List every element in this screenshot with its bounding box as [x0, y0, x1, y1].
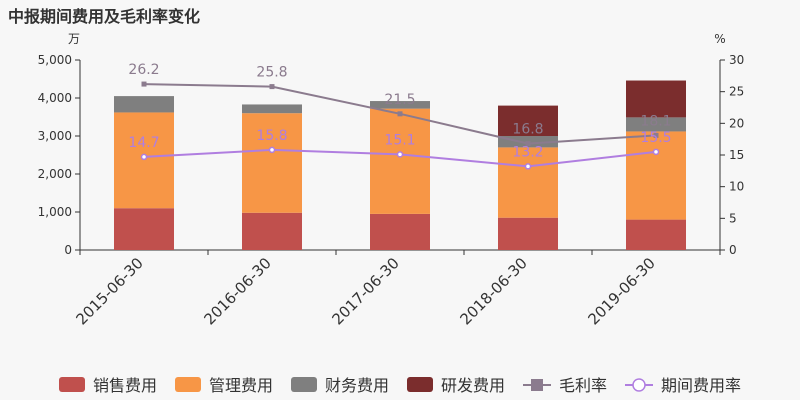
legend-swatch-研发费用	[407, 377, 433, 392]
legend-marker-毛利率	[531, 379, 543, 391]
data-label-毛利率: 25.8	[256, 65, 287, 81]
data-label-毛利率: 26.2	[128, 62, 159, 78]
legend-label-研发费用: 研发费用	[441, 376, 505, 395]
bar-研发费用	[498, 105, 558, 136]
left-axis-tick-label: 5,000	[38, 53, 72, 67]
x-axis-tick-label: 2017-06-30	[328, 254, 402, 328]
bar-研发费用	[626, 80, 686, 118]
legend-label-管理费用: 管理费用	[209, 376, 273, 395]
right-axis-tick-label: 25	[729, 85, 744, 99]
x-axis-tick-label: 2018-06-30	[456, 254, 530, 328]
data-label-毛利率: 18.1	[640, 113, 671, 129]
left-axis-tick-label: 4,000	[38, 91, 72, 105]
legend-label-财务费用: 财务费用	[325, 376, 389, 395]
legend-label-期间费用率: 期间费用率	[661, 376, 741, 395]
right-axis-tick-label: 20	[729, 116, 744, 130]
point-期间费用率	[268, 146, 276, 154]
point-毛利率	[269, 84, 275, 90]
bar-财务费用	[242, 104, 302, 114]
x-axis-tick-label: 2019-06-30	[584, 254, 658, 328]
point-期间费用率	[396, 151, 404, 158]
data-label-期间费用率: 15.8	[256, 128, 287, 144]
bar-管理费用	[114, 112, 174, 209]
bar-销售费用	[370, 213, 430, 250]
left-axis-tick-label: 0	[64, 243, 72, 257]
legend-swatch-财务费用	[291, 377, 317, 392]
bar-销售费用	[626, 219, 686, 250]
x-axis-tick-label: 2015-06-30	[72, 254, 146, 328]
data-label-毛利率: 21.5	[384, 92, 415, 108]
legend-swatch-管理费用	[175, 377, 201, 392]
bar-财务费用	[626, 117, 686, 132]
point-毛利率	[397, 111, 403, 117]
bar-管理费用	[626, 131, 686, 220]
point-期间费用率	[652, 148, 660, 156]
x-axis-tick-label: 2016-06-30	[200, 254, 274, 328]
point-毛利率	[141, 81, 147, 87]
left-axis-tick-label: 1,000	[38, 205, 72, 219]
legend-label-销售费用: 销售费用	[93, 376, 157, 395]
legend-swatch-销售费用	[59, 377, 85, 392]
data-label-毛利率: 16.8	[512, 122, 543, 138]
bar-管理费用	[498, 147, 558, 218]
right-axis-tick-label: 15	[729, 148, 744, 162]
bar-管理费用	[242, 113, 302, 213]
bar-财务费用	[370, 101, 430, 109]
right-axis-unit: %	[714, 32, 725, 46]
data-label-期间费用率: 15.1	[384, 132, 415, 148]
data-label-期间费用率: 14.7	[128, 135, 159, 151]
bar-管理费用	[370, 108, 430, 214]
right-axis-tick-label: 10	[729, 180, 744, 194]
chart-title: 中报期间费用及毛利率变化	[8, 7, 201, 26]
right-axis-tick-label: 5	[729, 211, 737, 225]
point-毛利率	[525, 141, 531, 147]
legend-label-毛利率: 毛利率	[559, 376, 607, 395]
point-期间费用率	[140, 153, 148, 161]
data-label-期间费用率: 15.5	[640, 130, 671, 146]
point-期间费用率	[524, 163, 532, 170]
right-axis-tick-label: 30	[729, 53, 744, 67]
point-毛利率	[653, 132, 659, 138]
left-axis-tick-label: 2,000	[38, 167, 72, 181]
left-axis-tick-label: 3,000	[38, 129, 72, 143]
bar-销售费用	[242, 212, 302, 250]
legend-marker-期间费用率	[632, 378, 646, 392]
right-axis-tick-label: 0	[729, 243, 737, 257]
bar-销售费用	[498, 217, 558, 250]
bar-销售费用	[114, 208, 174, 250]
data-label-期间费用率: 13.2	[512, 144, 543, 160]
left-axis-unit: 万	[68, 32, 80, 46]
bar-财务费用	[114, 96, 174, 113]
